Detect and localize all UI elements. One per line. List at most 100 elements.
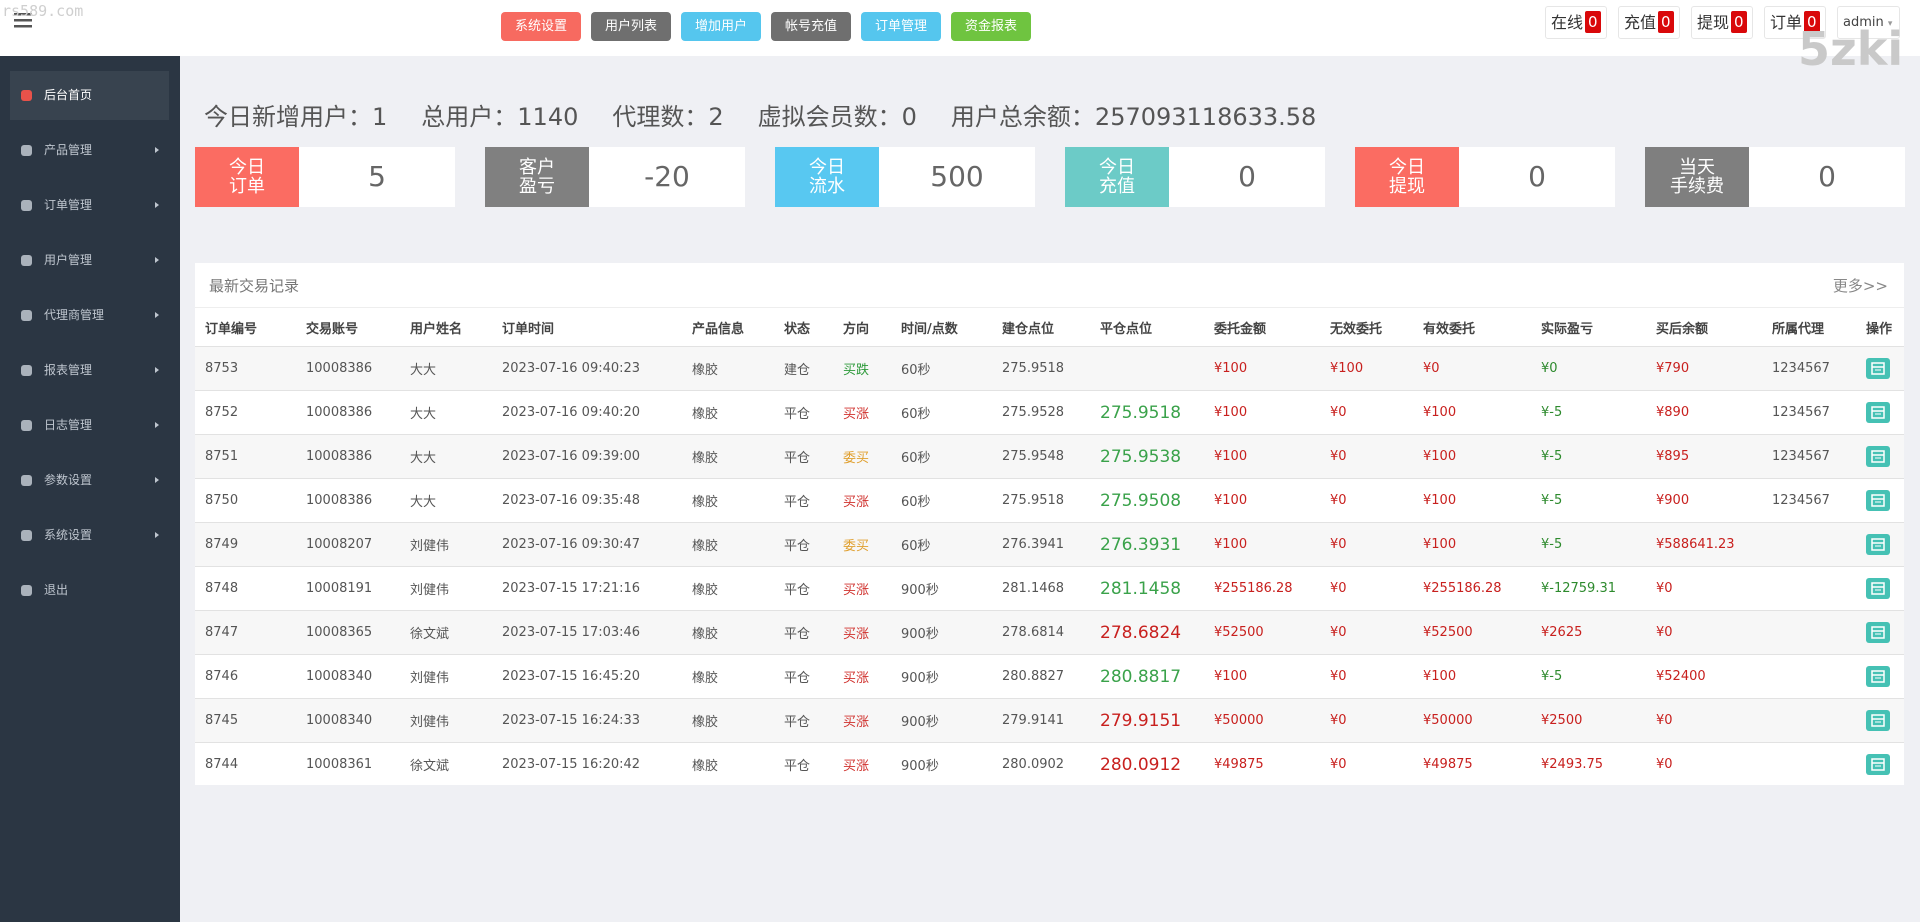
- table-cell: 1234567: [1762, 478, 1856, 523]
- table-cell: 10008386: [296, 478, 400, 523]
- action-button[interactable]: [1866, 754, 1890, 776]
- action-button[interactable]: [1866, 490, 1890, 511]
- column-header: 订单时间: [492, 307, 682, 347]
- table-cell: [1090, 346, 1204, 391]
- stat-value: 0: [901, 103, 917, 131]
- stat-label: 今日新增用户：: [204, 103, 372, 131]
- table-cell: 8749: [195, 522, 296, 567]
- table-cell: 徐文斌: [400, 742, 492, 787]
- sidebar-arrow: [155, 312, 159, 318]
- header-button[interactable]: 资金报表: [951, 12, 1031, 41]
- table-cell: 8748: [195, 566, 296, 611]
- sidebar-item[interactable]: 用户管理: [10, 236, 169, 285]
- header-badge[interactable]: 充值 0: [1618, 6, 1680, 39]
- table-cell: [1762, 566, 1856, 611]
- table-cell: 大大: [400, 478, 492, 523]
- sidebar-item[interactable]: 订单管理: [10, 181, 169, 230]
- sidebar-label: 报表管理: [44, 363, 93, 377]
- column-header: 订单编号: [195, 307, 296, 347]
- action-icon: [1871, 758, 1885, 771]
- sidebar-item[interactable]: 后台首页: [10, 71, 169, 120]
- sidebar-item[interactable]: 退出: [10, 566, 169, 615]
- stat-label: 代理数：: [612, 103, 709, 131]
- action-button[interactable]: [1866, 710, 1890, 731]
- sidebar-icon: [21, 420, 32, 431]
- column-header: 操作: [1856, 307, 1904, 347]
- sidebar-item[interactable]: 报表管理: [10, 346, 169, 395]
- card-label: 今日 流水: [775, 147, 879, 207]
- card-label: 客户 盈亏: [485, 147, 589, 207]
- table-cell: ¥0: [1320, 742, 1413, 787]
- action-cell: [1856, 698, 1904, 743]
- table-cell: 买涨: [833, 654, 891, 699]
- sidebar-icon: [21, 145, 32, 156]
- card-label-line: 提现: [1389, 176, 1425, 197]
- table-cell: ¥49875: [1413, 742, 1531, 787]
- column-header: 有效委托: [1413, 307, 1531, 347]
- user-menu[interactable]: admin ▾: [1837, 6, 1900, 39]
- table-cell: ¥0: [1320, 390, 1413, 435]
- action-button[interactable]: [1866, 402, 1890, 423]
- summary-card: 今日 订单 5: [195, 147, 455, 207]
- more-link[interactable]: 更多>>: [1832, 277, 1888, 295]
- table-cell: 10008340: [296, 654, 400, 699]
- menu-toggle[interactable]: [14, 13, 34, 29]
- header-button[interactable]: 帐号充值: [771, 12, 851, 41]
- table-cell: ¥-5: [1531, 434, 1646, 479]
- table-cell: [1762, 698, 1856, 743]
- column-header: 建仓点位: [992, 307, 1090, 347]
- table-cell: 2023-07-16 09:40:20: [492, 390, 682, 435]
- card-label-line: 流水: [809, 176, 845, 197]
- action-cell: [1856, 346, 1904, 391]
- table-cell: 1234567: [1762, 434, 1856, 479]
- sidebar-item[interactable]: 代理商管理: [10, 291, 169, 340]
- header-badge[interactable]: 在线 0: [1545, 6, 1607, 39]
- table-cell: 平仓: [774, 742, 833, 787]
- sidebar-label: 订单管理: [44, 198, 93, 212]
- action-cell: [1856, 654, 1904, 699]
- table-cell: 2023-07-15 16:45:20: [492, 654, 682, 699]
- table-cell: ¥2625: [1531, 610, 1646, 655]
- table-cell: ¥49875: [1204, 742, 1320, 787]
- table-cell: 2023-07-15 17:03:46: [492, 610, 682, 655]
- table-cell: ¥52400: [1646, 654, 1762, 699]
- table-cell: 278.6824: [1090, 610, 1204, 655]
- table-cell: 橡胶: [682, 742, 774, 787]
- header-button[interactable]: 订单管理: [861, 12, 941, 41]
- table-cell: 2023-07-15 17:21:16: [492, 566, 682, 611]
- table-cell: 10008191: [296, 566, 400, 611]
- table-cell: 橡胶: [682, 346, 774, 391]
- table-cell: ¥2500: [1531, 698, 1646, 743]
- table-cell: 橡胶: [682, 698, 774, 743]
- action-cell: [1856, 478, 1904, 523]
- action-button[interactable]: [1866, 358, 1890, 379]
- table-cell: ¥0: [1320, 610, 1413, 655]
- sidebar-item[interactable]: 系统设置: [10, 511, 169, 560]
- header-badge[interactable]: 订单 0: [1764, 6, 1826, 39]
- action-button[interactable]: [1866, 622, 1890, 643]
- table-cell: ¥100: [1320, 346, 1413, 391]
- sidebar-item[interactable]: 日志管理: [10, 401, 169, 450]
- table-cell: 8744: [195, 742, 296, 787]
- header-button[interactable]: 用户列表: [591, 12, 671, 41]
- action-button[interactable]: [1866, 446, 1890, 467]
- sidebar-item[interactable]: 参数设置: [10, 456, 169, 505]
- sidebar-icon: [21, 90, 32, 101]
- action-button[interactable]: [1866, 578, 1890, 599]
- column-header: 委托金额: [1204, 307, 1320, 347]
- table-cell: 280.8827: [992, 654, 1090, 699]
- stat-label: 虚拟会员数：: [757, 103, 902, 131]
- action-button[interactable]: [1866, 534, 1890, 555]
- table-cell: 280.8817: [1090, 654, 1204, 699]
- sidebar-label: 用户管理: [44, 253, 93, 267]
- table-cell: [1762, 522, 1856, 567]
- card-value: 0: [1818, 160, 1836, 193]
- header-button[interactable]: 增加用户: [681, 12, 761, 41]
- column-header: 方向: [833, 307, 891, 347]
- header-button[interactable]: 系统设置: [501, 12, 581, 41]
- action-button[interactable]: [1866, 666, 1890, 687]
- stat: 虚拟会员数：0: [758, 103, 917, 131]
- table-cell: ¥0: [1646, 742, 1762, 787]
- header-badge[interactable]: 提现 0: [1691, 6, 1753, 39]
- sidebar-item[interactable]: 产品管理: [10, 126, 169, 175]
